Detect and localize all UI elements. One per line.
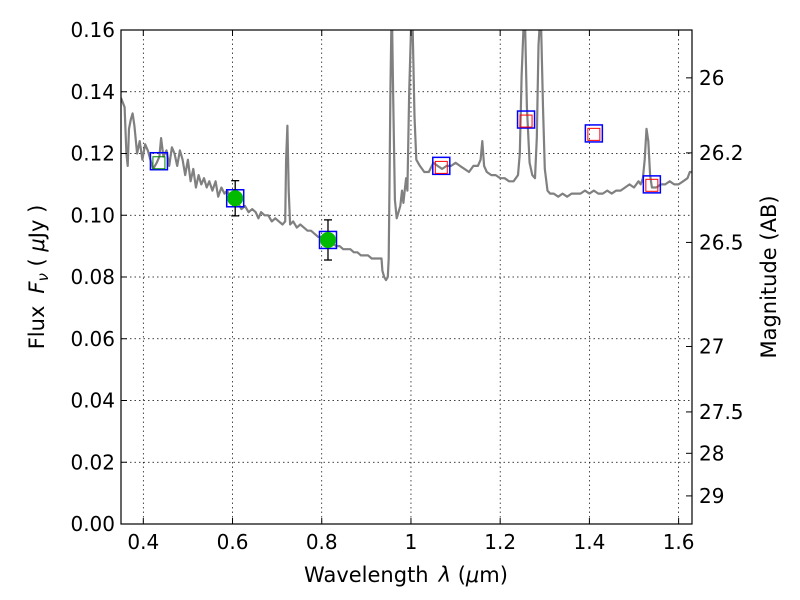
nir-square-marker: [434, 160, 448, 174]
y-tick-label: 0.04: [70, 389, 115, 413]
observed-point: [319, 231, 336, 248]
ticks: 0.4 0.6 0.8 1 1.2 1.4 1.6 0.00 0.02 0.04 0.06 0.08 0…: [70, 18, 743, 554]
x-tick-label: 1: [405, 530, 418, 554]
y-tick-label: 0.10: [70, 203, 115, 227]
x-tick-label: 1.6: [663, 530, 695, 554]
model-square-marker: [584, 124, 604, 143]
green-square-marker: [152, 156, 166, 170]
nir-square-marker: [587, 127, 601, 141]
y-tick-label: 0.12: [70, 142, 115, 166]
spectrum-line: [121, 30, 692, 282]
y2-tick-label: 26.2: [699, 141, 744, 165]
y2-tick-label: 28: [699, 441, 724, 465]
y-tick-label: 0.16: [70, 18, 115, 42]
y2-tick-label: 29: [699, 484, 724, 508]
series-layer: [121, 30, 692, 282]
y-axis-label: FluxFν ( μJy ): [25, 205, 52, 350]
x-tick-label: 1.4: [573, 530, 605, 554]
x-tick-label: 0.4: [127, 530, 159, 554]
y2-tick-label: 27: [699, 334, 724, 358]
y-tick-label: 0.00: [70, 512, 115, 536]
x-axis-label: Wavelength λ (μm): [304, 563, 508, 587]
y2-axis-label: Magnitude (AB): [757, 195, 781, 358]
y2-tick-label: 26: [699, 66, 724, 90]
model-square-marker: [432, 156, 451, 176]
x-tick-label: 0.8: [306, 530, 338, 554]
y2-tick-label: 26.5: [699, 230, 744, 254]
model-square-marker: [642, 175, 662, 194]
nir-square-marker: [519, 114, 533, 128]
y-tick-label: 0.08: [70, 265, 115, 289]
y-tick-label: 0.14: [70, 80, 115, 104]
y-tick-label: 0.02: [70, 450, 115, 474]
x-tick-label: 0.6: [217, 530, 249, 554]
observed-point: [227, 190, 244, 207]
y-tick-label: 0.06: [70, 327, 115, 351]
x-tick-label: 1.2: [484, 530, 516, 554]
y2-tick-label: 27.5: [699, 400, 744, 424]
nir-square-marker: [645, 178, 659, 192]
model-square-marker: [516, 110, 536, 129]
model-square-marker: [149, 151, 169, 171]
